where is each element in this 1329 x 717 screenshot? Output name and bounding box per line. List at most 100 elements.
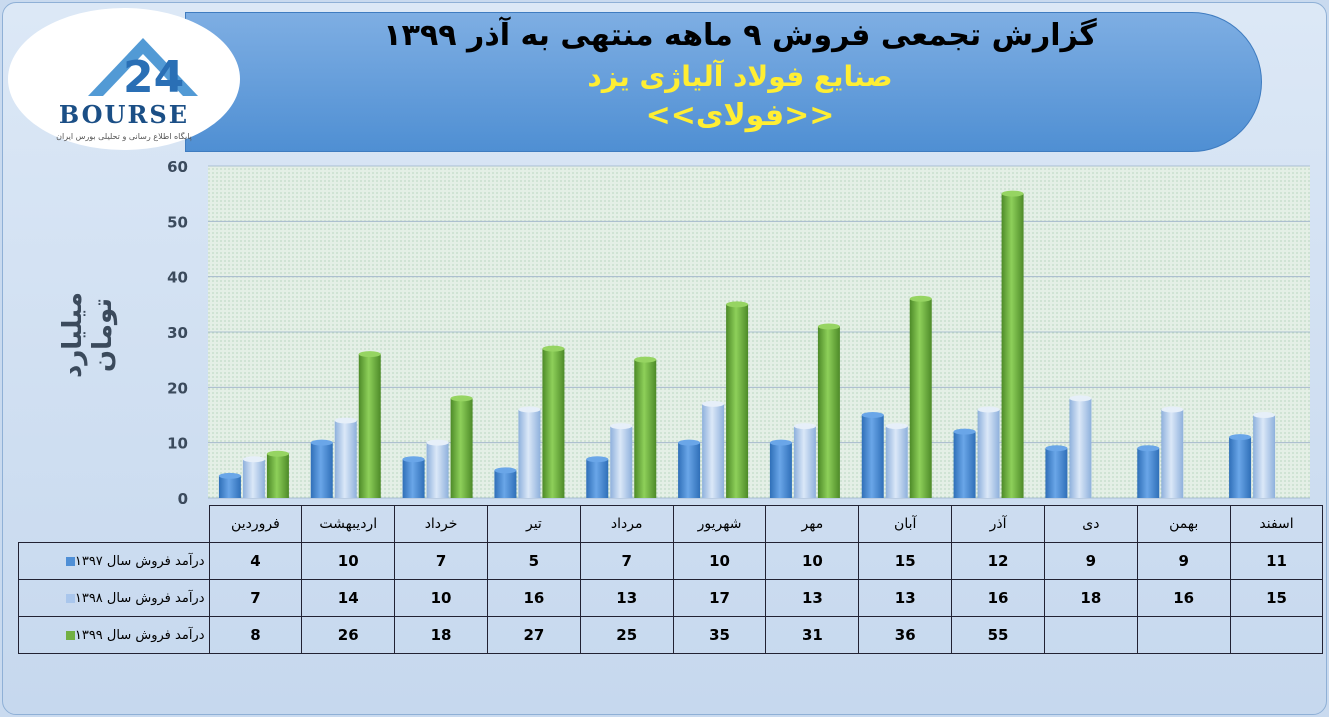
bar-2-6 [817, 326, 840, 498]
bar-1-1 [334, 420, 357, 498]
bar-2-3 [542, 348, 565, 498]
ticker-symbol: <<فولای>> [645, 98, 835, 133]
value-cell: 4 [208, 542, 303, 580]
bar-2-5 [726, 304, 749, 498]
bar-cap-2-6 [817, 323, 840, 330]
value-cell: 25 [579, 616, 674, 654]
logo-word: BOURSE [58, 100, 190, 129]
value-cell: 11 [1229, 542, 1324, 580]
category-label: شهریور [672, 505, 767, 543]
bar-cap-0-1 [310, 439, 333, 446]
category-label: اردیبهشت [301, 505, 396, 543]
value-cell: 26 [301, 616, 396, 654]
value-cell: 31 [765, 616, 860, 654]
y-tick-label: 50 [167, 213, 188, 231]
value-cell: 18 [1043, 579, 1138, 617]
value-cell: 9 [1043, 542, 1138, 580]
bar-1-6 [793, 426, 816, 498]
value-cell: 16 [951, 579, 1045, 617]
legend-swatch-icon [65, 630, 75, 640]
y-tick-label: 40 [167, 269, 188, 287]
series-label: درآمد فروش سال ۱۳۹۹ [74, 627, 205, 643]
value-cell: 7 [208, 579, 303, 617]
value-cell: 13 [765, 579, 860, 617]
bar-1-5 [702, 403, 725, 498]
bar-1-8 [977, 409, 1000, 498]
category-label: خرداد [394, 505, 488, 543]
bar-1-11 [1253, 415, 1276, 498]
value-cell: 10 [765, 542, 860, 580]
value-cell: 10 [301, 542, 396, 580]
value-cell: 12 [951, 542, 1045, 580]
category-label: دی [1043, 505, 1138, 543]
category-label: اسفند [1229, 505, 1324, 543]
table-corner [19, 506, 210, 543]
series-label: درآمد فروش سال ۱۳۹۷ [74, 553, 205, 569]
bar-cap-0-4 [586, 456, 609, 463]
series-name: درآمد فروش سال ۱۳۹۹ [18, 616, 210, 654]
value-cell: 10 [394, 579, 488, 617]
value-cell [1136, 616, 1231, 654]
bar-cap-2-7 [909, 295, 932, 302]
value-cell: 55 [951, 616, 1045, 654]
bourse-logo: 24 BOURSE پایگاه اطلاع رسانی و تحلیلی بو… [8, 8, 240, 150]
bar-0-10 [1137, 448, 1160, 498]
bar-2-2 [450, 398, 473, 498]
bar-cap-2-1 [358, 351, 381, 358]
y-tick-label: 60 [167, 158, 188, 176]
value-cell: 35 [672, 616, 767, 654]
y-tick-label: 20 [167, 379, 188, 397]
bar-cap-1-8 [977, 406, 1000, 413]
value-cell: 13 [858, 579, 953, 617]
bar-cap-0-0 [218, 472, 241, 479]
bar-0-5 [678, 442, 701, 498]
bar-cap-1-10 [1161, 406, 1184, 413]
category-label: فروردین [208, 505, 303, 543]
value-cell: 16 [486, 579, 581, 617]
value-cell: 7 [394, 542, 488, 580]
category-label: آذر [951, 505, 1045, 543]
bar-1-7 [885, 426, 908, 498]
bar-2-1 [358, 354, 381, 498]
value-cell: 27 [486, 616, 581, 654]
bar-cap-1-5 [702, 400, 725, 407]
value-cell: 9 [1136, 542, 1231, 580]
bar-2-8 [1001, 193, 1024, 498]
bar-2-7 [909, 298, 932, 498]
y-tick-label: 30 [167, 324, 188, 342]
table-row: درآمد فروش سال ۱۳۹۸ 7 14 10 16 13 17 13 13 16 18 16… [18, 579, 1324, 617]
value-cell: 7 [579, 542, 674, 580]
bar-cap-0-7 [861, 412, 884, 418]
bar-cap-2-2 [450, 395, 473, 402]
value-cell: 8 [208, 616, 303, 654]
bar-cap-1-0 [242, 456, 265, 463]
bar-cap-1-7 [885, 423, 908, 430]
value-cell: 14 [301, 579, 396, 617]
bar-0-8 [953, 431, 976, 498]
bar-cap-2-0 [266, 450, 289, 457]
bar-1-10 [1161, 409, 1184, 498]
logo-subtitle: پایگاه اطلاع رسانی و تحلیلی بورس ایران [56, 132, 192, 141]
bar-0-11 [1229, 437, 1252, 498]
bar-1-0 [242, 459, 265, 498]
data-table: فروردین اردیبهشت خرداد تیر مرداد شهریور مهر آبا… [18, 505, 1324, 654]
value-cell: 10 [672, 542, 767, 580]
table-row: درآمد فروش سال ۱۳۹۷ 4 10 7 5 7 10 10 15 12 9 9 11 [18, 542, 1324, 580]
company-name: صنایع فولاد آلیاژی یزد [587, 60, 893, 93]
bar-cap-1-4 [610, 423, 633, 430]
bar-cap-0-10 [1137, 445, 1160, 452]
bar-cap-0-5 [678, 439, 701, 446]
value-cell: 13 [579, 579, 674, 617]
svg-text:24: 24 [123, 52, 184, 103]
bar-0-2 [402, 459, 425, 498]
bar-cap-0-9 [1045, 445, 1068, 452]
logo-mark-icon: 24 [88, 38, 198, 103]
title-banner [185, 12, 1262, 152]
bar-cap-0-3 [494, 467, 517, 474]
bar-1-2 [426, 442, 449, 498]
bar-2-0 [266, 453, 289, 498]
bar-cap-1-3 [518, 406, 541, 413]
series-name: درآمد فروش سال ۱۳۹۷ [18, 542, 210, 580]
bar-1-4 [610, 426, 633, 498]
